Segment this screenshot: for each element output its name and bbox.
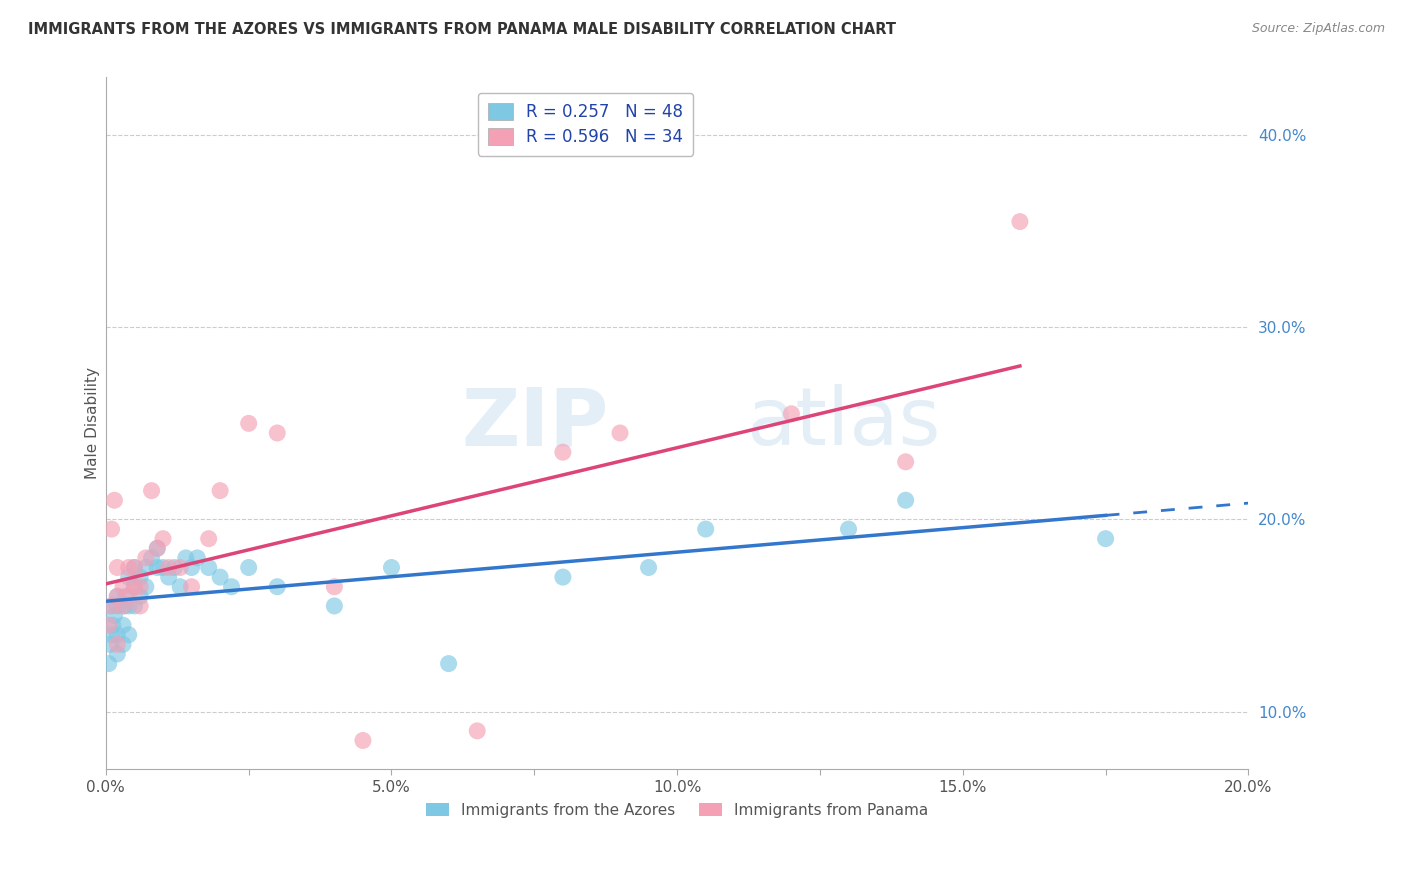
Point	[197, 532, 219, 546]
Point	[238, 417, 260, 431]
Point	[111, 618, 134, 632]
Point	[105, 647, 128, 661]
Text: ZIP: ZIP	[461, 384, 609, 462]
Point	[103, 493, 125, 508]
Point	[157, 560, 180, 574]
Point	[97, 618, 120, 632]
Point	[380, 560, 402, 574]
Point	[100, 599, 122, 613]
Point	[129, 580, 152, 594]
Point	[135, 550, 157, 565]
Point	[352, 733, 374, 747]
Point	[135, 560, 157, 574]
Point	[1094, 532, 1116, 546]
Point	[100, 522, 122, 536]
Point	[169, 580, 191, 594]
Point	[186, 550, 208, 565]
Point	[152, 560, 174, 574]
Point	[637, 560, 659, 574]
Point	[180, 560, 202, 574]
Point	[152, 532, 174, 546]
Point	[266, 425, 288, 440]
Point	[437, 657, 460, 671]
Point	[323, 580, 346, 594]
Point	[894, 493, 917, 508]
Point	[146, 560, 169, 574]
Point	[837, 522, 859, 536]
Point	[124, 599, 146, 613]
Point	[146, 541, 169, 556]
Point	[129, 590, 152, 604]
Point	[105, 599, 128, 613]
Point	[135, 580, 157, 594]
Text: atlas: atlas	[745, 384, 941, 462]
Point	[157, 570, 180, 584]
Point	[124, 560, 146, 574]
Point	[197, 560, 219, 574]
Point	[323, 599, 346, 613]
Point	[780, 407, 803, 421]
Point	[169, 560, 191, 574]
Point	[124, 580, 146, 594]
Point	[100, 637, 122, 651]
Point	[174, 550, 197, 565]
Point	[100, 628, 122, 642]
Point	[118, 560, 141, 574]
Point	[238, 560, 260, 574]
Point	[609, 425, 631, 440]
Point	[221, 580, 243, 594]
Point	[118, 570, 141, 584]
Point	[105, 560, 128, 574]
Point	[1008, 214, 1031, 228]
Point	[118, 590, 141, 604]
Point	[105, 628, 128, 642]
Point	[129, 570, 152, 584]
Point	[111, 580, 134, 594]
Point	[103, 608, 125, 623]
Point	[266, 580, 288, 594]
Text: IMMIGRANTS FROM THE AZORES VS IMMIGRANTS FROM PANAMA MALE DISABILITY CORRELATION: IMMIGRANTS FROM THE AZORES VS IMMIGRANTS…	[28, 22, 896, 37]
Point	[163, 560, 186, 574]
Point	[124, 580, 146, 594]
Point	[111, 637, 134, 651]
Point	[105, 637, 128, 651]
Point	[101, 618, 124, 632]
Legend: Immigrants from the Azores, Immigrants from Panama: Immigrants from the Azores, Immigrants f…	[420, 797, 934, 824]
Point	[894, 455, 917, 469]
Point	[97, 657, 120, 671]
Point	[209, 483, 232, 498]
Point	[141, 483, 163, 498]
Point	[551, 570, 574, 584]
Point	[209, 570, 232, 584]
Point	[180, 580, 202, 594]
Point	[695, 522, 717, 536]
Point	[105, 590, 128, 604]
Point	[141, 550, 163, 565]
Point	[551, 445, 574, 459]
Point	[124, 560, 146, 574]
Point	[129, 599, 152, 613]
Point	[105, 590, 128, 604]
Point	[112, 599, 135, 613]
Point	[465, 723, 488, 738]
Point	[118, 628, 141, 642]
Point	[115, 590, 138, 604]
Point	[100, 599, 122, 613]
Text: Source: ZipAtlas.com: Source: ZipAtlas.com	[1251, 22, 1385, 36]
Y-axis label: Male Disability: Male Disability	[86, 368, 100, 479]
Point	[118, 599, 141, 613]
Point	[111, 599, 134, 613]
Point	[146, 541, 169, 556]
